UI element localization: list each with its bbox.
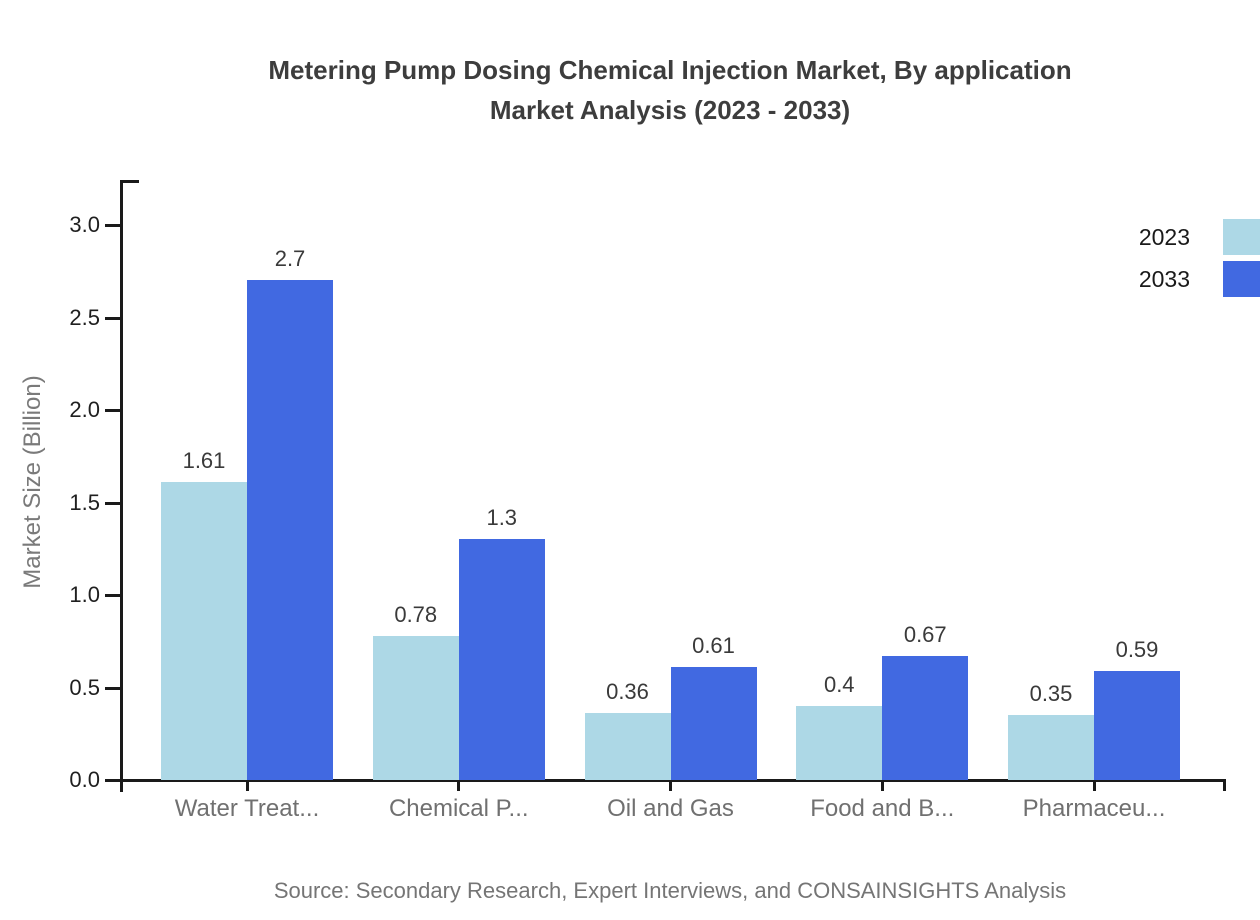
y-tick [105,594,120,597]
bar-value-label: 1.61 [182,448,226,473]
y-tick-label: 1.5 [69,489,100,515]
bar-2023-4 [796,706,883,780]
chart-title-line2: Market Analysis (2023 - 2033) [489,95,851,125]
bar-2023-1 [161,482,247,780]
bar-2033-5 [1094,671,1180,780]
bar-value-label: 0.61 [692,633,735,658]
y-tick-label: 1.0 [69,582,100,607]
y-tick [105,409,120,412]
x-category-label: Food and B... [810,795,955,822]
y-axis-top-cap [120,180,139,183]
chart-title-line1: Metering Pump Dosing Chemical Injection … [268,55,1072,85]
y-tick [105,686,120,690]
x-axis-end-tick [1223,779,1226,791]
y-tick-label: 0.5 [69,674,100,700]
x-axis-line [120,779,1226,782]
source-note: Source: Secondary Research, Expert Inter… [273,878,1067,903]
x-category-label: Pharmaceu... [1022,795,1166,822]
bar-value-label: 0.36 [606,679,649,704]
x-tick [1092,780,1096,791]
y-tick [105,779,120,782]
bar-value-label: 1.3 [486,505,518,530]
x-tick [669,780,672,791]
x-tick [880,780,884,791]
bar-value-label: 2.7 [274,246,306,271]
bar-value-label: 0.78 [394,602,438,627]
bar-value-label: 0.4 [823,672,855,697]
bar-2023-2 [372,636,459,780]
bar-2023-3 [584,713,671,780]
y-tick-label: 2.5 [69,304,100,330]
bar-2023-5 [1008,715,1094,780]
bar-value-label: 0.67 [903,622,947,647]
x-category-label: Water Treat... [174,795,320,822]
y-tick [105,316,120,320]
x-category-label: Oil and Gas [607,795,734,822]
x-tick [245,780,249,791]
y-tick [105,501,120,505]
y-tick [105,224,120,227]
y-tick-label: 3.0 [69,212,100,237]
y-tick-label: 2.0 [69,397,100,422]
x-category-label: Chemical P... [388,795,529,822]
y-tick-label: 0.0 [69,767,100,792]
bar-2033-3 [670,667,757,780]
bar-value-label: 0.35 [1029,681,1073,706]
bar-2033-2 [458,539,545,780]
bar-2033-1 [247,280,333,780]
bar-2033-4 [882,656,969,780]
y-axis-line [120,180,123,792]
x-tick [457,780,461,791]
bar-value-label: 0.59 [1115,637,1159,662]
chart-title: Metering Pump Dosing Chemical Injection … [80,50,1260,130]
